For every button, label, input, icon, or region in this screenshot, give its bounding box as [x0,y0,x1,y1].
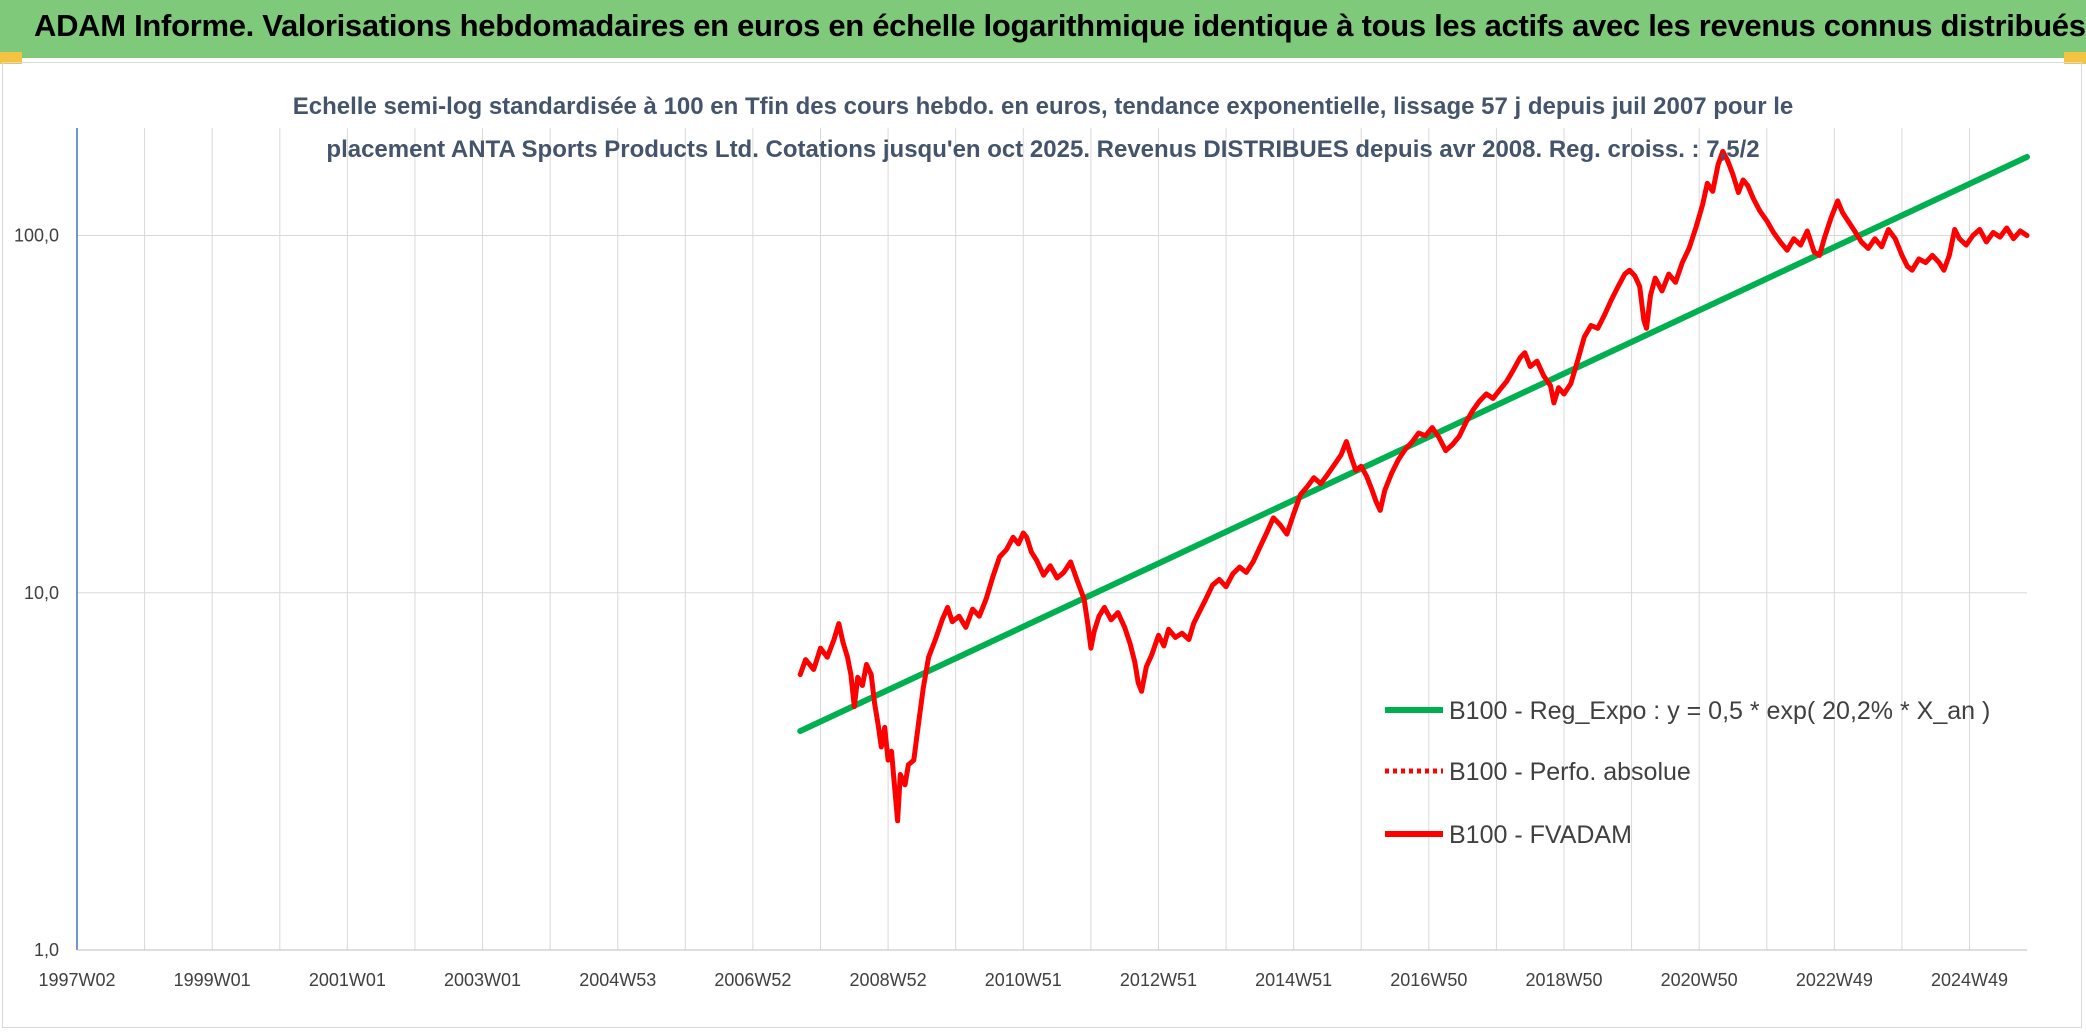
y-tick-label: 10,0 [24,583,59,603]
x-tick-label: 1997W02 [38,970,115,990]
x-tick-label: 2012W51 [1120,970,1197,990]
report-title: ADAM Informe. Valorisations hebdomadaire… [34,8,2086,43]
series-line-fvadam [797,148,2030,824]
x-tick-label: 1999W01 [174,970,251,990]
x-tick-label: 2022W49 [1796,970,1873,990]
x-tick-label: 2001W01 [309,970,386,990]
x-tick-label: 2004W53 [579,970,656,990]
chart-title-line-1: Echelle semi-log standardisée à 100 en T… [293,93,1794,120]
corner-marker-right [2064,52,2086,64]
axes: 1,0 10,0 100,0 1997W02 1999W01 2001W01 2003W01… [14,128,2027,990]
legend-label-trend: B100 - Reg_Expo : y = 0,5 * exp( 20,2% *… [1449,697,1990,725]
gridlines [76,128,2027,951]
chart-title-line-2: placement ANTA Sports Products Ltd. Cota… [326,136,1759,163]
y-tick-label: 100,0 [14,226,59,246]
report-banner: ADAM Informe. Valorisations hebdomadaire… [0,0,2086,58]
x-tick-label: 2010W51 [985,970,1062,990]
x-tick-label: 2003W01 [444,970,521,990]
x-tick-label: 2014W51 [1255,970,1332,990]
corner-marker-left [0,52,22,64]
legend-label-perfo: B100 - Perfo. absolue [1449,758,1691,786]
series [797,148,2030,824]
x-tick-label: 2018W50 [1525,970,1602,990]
x-tick-label: 2016W50 [1390,970,1467,990]
x-tick-label: 2006W52 [714,970,791,990]
legend-label-fvadam: B100 - FVADAM [1449,821,1632,849]
x-tick-label: 2008W52 [850,970,927,990]
x-tick-label: 2024W49 [1931,970,2008,990]
chart-title: Echelle semi-log standardisée à 100 en T… [293,93,1794,163]
y-tick-label: 1,0 [34,940,59,960]
legend: B100 - Reg_Expo : y = 0,5 * exp( 20,2% *… [1385,697,1990,849]
chart-frame [2,62,2082,1028]
x-tick-label: 2020W50 [1661,970,1738,990]
